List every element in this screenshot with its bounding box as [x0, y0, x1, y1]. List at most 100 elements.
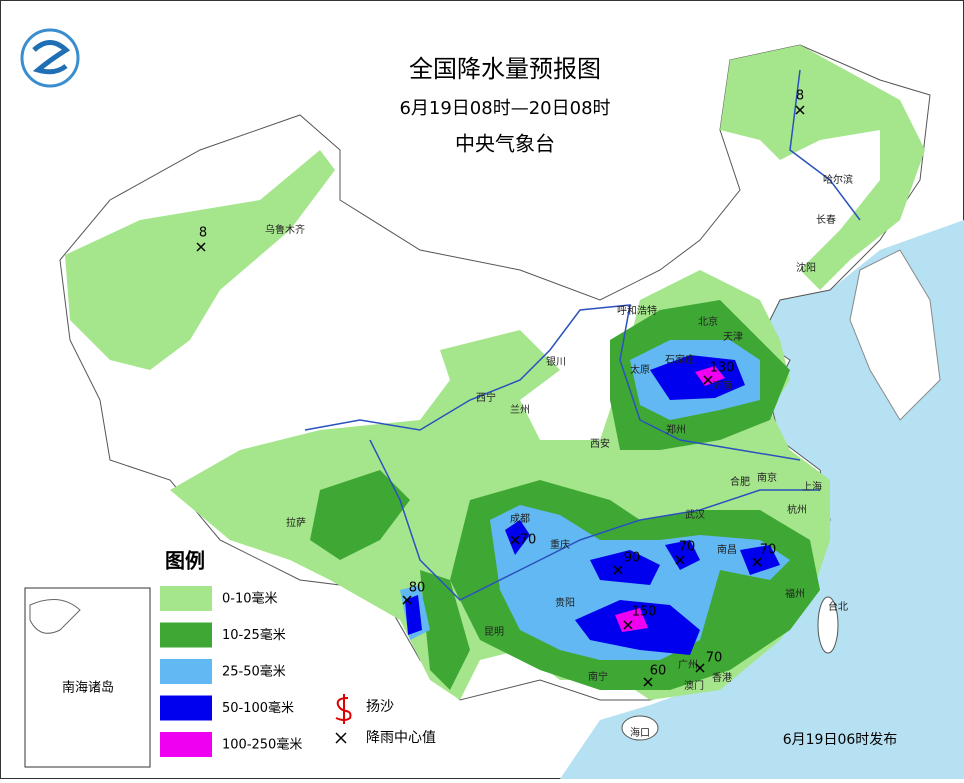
- center-value: 8: [796, 89, 804, 104]
- rivers: [304, 69, 861, 601]
- inset: 南海诸岛: [24, 587, 151, 768]
- legend-label: 0-10毫米: [222, 591, 278, 607]
- taiwan: [817, 596, 839, 654]
- issue-time: 6月19日06时发布: [783, 732, 898, 748]
- center-value: 150: [632, 605, 657, 620]
- city-label: 南昌: [717, 543, 737, 556]
- city-label: 长春: [816, 214, 836, 226]
- area-0-10: [720, 45, 925, 290]
- area-50-100: [665, 540, 700, 570]
- legend-label: 100-250毫米: [222, 737, 302, 753]
- city-label: 西安: [590, 437, 610, 450]
- city-label: 澳门: [684, 679, 704, 692]
- korea: [849, 249, 941, 421]
- issuer: 中央气象台: [455, 132, 555, 156]
- center-mark: [510, 535, 520, 545]
- city-label: 银川: [546, 355, 566, 368]
- area-10-25: [310, 470, 410, 560]
- legend-swatch: [160, 732, 212, 757]
- area-50-100: [590, 550, 660, 585]
- center-value: 130: [710, 361, 735, 376]
- area-100-250: [695, 366, 725, 386]
- city-label: 杭州: [787, 503, 807, 516]
- city-label: 昆明: [484, 626, 504, 638]
- center-value: 90: [624, 551, 641, 566]
- area-50-100: [650, 355, 745, 400]
- city-label: 哈尔滨: [823, 173, 853, 186]
- legend-swatch: [160, 622, 212, 648]
- city-label: 沈阳: [796, 261, 816, 274]
- city-label: 海口: [630, 726, 650, 739]
- center-mark: [752, 557, 762, 567]
- center-value: 60: [650, 664, 667, 679]
- center-mark: [675, 555, 685, 565]
- city-label: 成都: [510, 513, 530, 525]
- center-value: 70: [760, 543, 777, 558]
- area-0-10: [65, 150, 335, 370]
- center-mark: [196, 242, 206, 252]
- city-label: 济南: [712, 379, 732, 392]
- area-50-100: [405, 595, 422, 635]
- legend: 0-10毫米 10-25毫米 25-50毫米 50-100毫米 100-250毫米: [160, 586, 302, 757]
- area-100-250: [615, 608, 648, 632]
- city-label: 石家庄: [665, 353, 695, 366]
- city-label: 郑州: [666, 423, 686, 436]
- center-mark: [695, 663, 705, 673]
- center-mark: [613, 565, 623, 575]
- center-value: 8: [199, 226, 207, 241]
- center-mark: [623, 620, 633, 630]
- yangtze-river: [369, 439, 820, 601]
- city-label: 上海: [802, 480, 822, 493]
- center-mark: [795, 105, 805, 115]
- symbol-label: 扬沙: [366, 699, 394, 715]
- city-label: 呼和浩特: [617, 305, 657, 317]
- legend-swatch: [160, 695, 212, 721]
- symbol-label: 降雨中心值: [366, 730, 436, 746]
- center-mark: [703, 375, 713, 385]
- inset-label: 南海诸岛: [62, 680, 114, 696]
- legend-swatch: [160, 659, 212, 684]
- legend-swatch: [160, 586, 212, 611]
- city-label: 合肥: [730, 475, 750, 488]
- center-value: 70: [706, 651, 723, 666]
- yellow-river: [304, 304, 801, 461]
- city-label: 福州: [785, 587, 805, 600]
- logo: [20, 28, 80, 88]
- legend-label: 25-50毫米: [222, 664, 286, 680]
- city-label: 香港: [712, 672, 732, 684]
- city-label: 台北: [828, 600, 848, 613]
- legend-label: 10-25毫米: [222, 627, 286, 643]
- city-label: 北京: [698, 315, 718, 328]
- title: 全国降水量预报图: [409, 55, 601, 83]
- area-10-25: [420, 570, 470, 690]
- city-label: 西宁: [476, 391, 496, 404]
- ocean: [560, 220, 964, 779]
- city-label: 天津: [723, 331, 743, 343]
- city-label: 武汉: [685, 508, 705, 521]
- legend-label: 50-100毫米: [222, 700, 294, 716]
- legend-title: 图例: [165, 549, 205, 573]
- inset-coast: [29, 599, 81, 634]
- city-label: 重庆: [550, 538, 570, 551]
- city-label: 南京: [757, 471, 777, 484]
- period: 6月19日08时—20日08时: [399, 98, 610, 119]
- sand-icon: [335, 694, 352, 724]
- center-value: 70: [679, 540, 696, 555]
- city-label: 太原: [630, 363, 650, 376]
- city-label: 乌鲁木齐: [265, 223, 305, 236]
- center-mark: [643, 677, 653, 687]
- songhua-river: [789, 69, 861, 221]
- rain-centers: 8 8 130 70 90 70 70 80 150 60 70: [196, 89, 805, 687]
- logo-mark: [32, 40, 71, 75]
- city-label: 南宁: [588, 670, 608, 683]
- city-label: 拉萨: [286, 516, 306, 529]
- rain-areas: [65, 45, 925, 700]
- center-mark: [402, 595, 412, 605]
- hainan: [621, 715, 659, 741]
- center-icon: [335, 732, 347, 744]
- center-value: 80: [409, 581, 426, 596]
- center-value: 70: [520, 533, 537, 548]
